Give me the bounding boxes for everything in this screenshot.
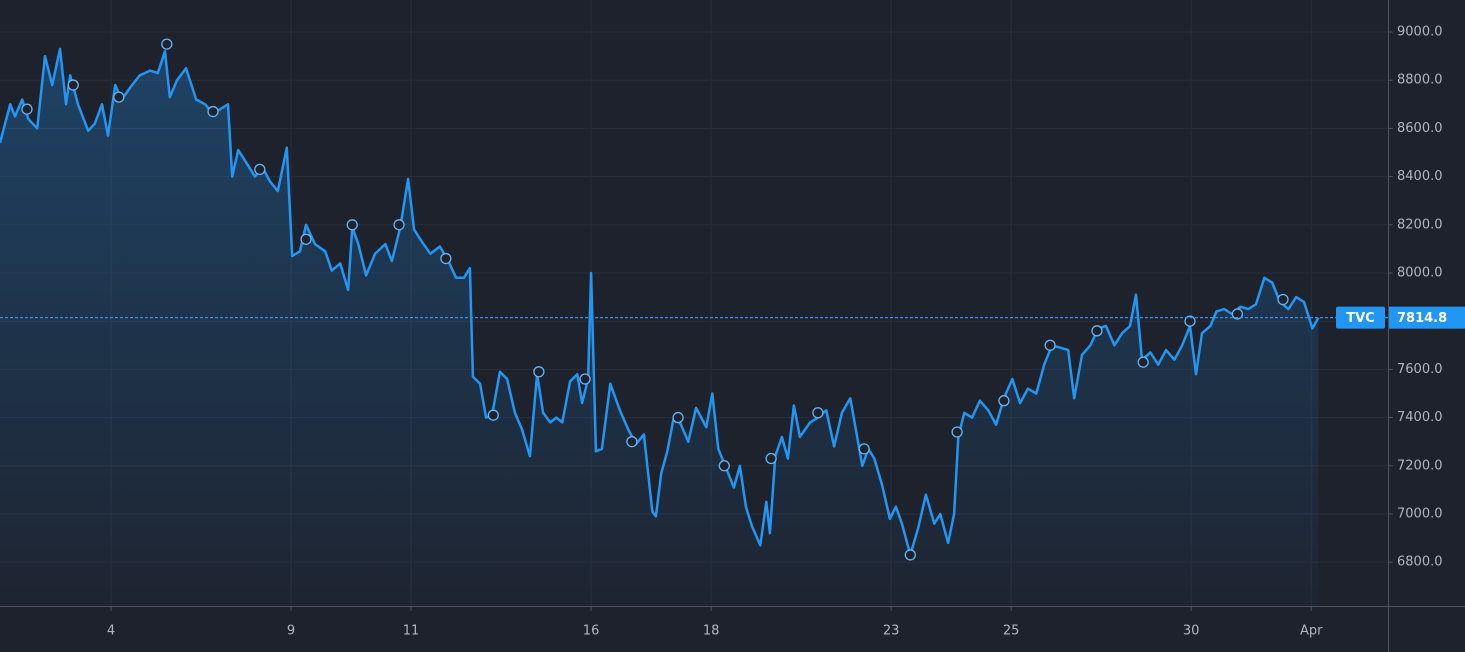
y-tick-label: 6800.0 [1397, 555, 1443, 570]
y-tick-label: 9000.0 [1397, 25, 1443, 40]
y-tick-label: 7200.0 [1397, 458, 1443, 473]
event-marker [765, 452, 777, 465]
y-tick-label: 8200.0 [1397, 217, 1443, 232]
event-marker [904, 549, 916, 561]
area [0, 48, 1319, 606]
plot [0, 38, 1388, 606]
event-marker [998, 395, 1010, 407]
event-marker [300, 233, 312, 245]
event-marker [626, 436, 638, 448]
event-marker [812, 407, 824, 419]
x-tick-label: 25 [1003, 624, 1020, 639]
event-marker [21, 103, 33, 115]
axes: 6800.07000.07200.07400.07600.07800.08000… [107, 25, 1465, 639]
x-tick-label: 9 [287, 624, 295, 639]
event-marker [1277, 293, 1289, 306]
x-tick-label: 4 [107, 624, 115, 639]
event-marker [533, 366, 545, 378]
source-label: TVC [1346, 311, 1374, 326]
x-tick-label: 16 [583, 624, 600, 639]
event-marker [672, 411, 684, 424]
event-marker [113, 91, 125, 103]
y-tick-label: 7400.0 [1397, 410, 1443, 425]
event-marker [858, 443, 870, 455]
event-marker [161, 38, 173, 50]
source-badge [1336, 306, 1385, 329]
y-tick-label: 8400.0 [1397, 169, 1443, 184]
x-tick-label: Apr [1300, 624, 1323, 639]
y-tick-label: 8000.0 [1397, 266, 1443, 281]
event-marker [718, 460, 730, 472]
event-marker [1184, 315, 1196, 327]
x-tick-label: 30 [1183, 624, 1200, 639]
event-marker [440, 252, 452, 265]
last-price-badge [1389, 306, 1465, 329]
event-marker [1137, 356, 1149, 368]
y-tick-label: 8600.0 [1397, 121, 1443, 136]
event-marker [254, 163, 266, 176]
x-tick-label: 11 [403, 624, 420, 639]
last-price-label: 7814.8 [1397, 311, 1447, 326]
y-tick-label: 7600.0 [1397, 362, 1443, 377]
x-tick-label: 18 [703, 624, 720, 639]
event-marker [346, 219, 358, 231]
event-marker [1091, 325, 1103, 337]
price-line [0, 47, 1320, 557]
event-marker [487, 409, 499, 421]
event-marker [579, 373, 591, 385]
y-tick-label: 7000.0 [1397, 506, 1443, 521]
event-marker [1231, 308, 1244, 320]
event-marker [207, 105, 219, 118]
x-tick-label: 23 [883, 624, 900, 639]
event-marker [951, 426, 963, 438]
event-marker [67, 79, 79, 91]
event-marker [393, 219, 405, 231]
y-tick-label: 8800.0 [1397, 73, 1443, 88]
event-marker [1044, 339, 1056, 351]
